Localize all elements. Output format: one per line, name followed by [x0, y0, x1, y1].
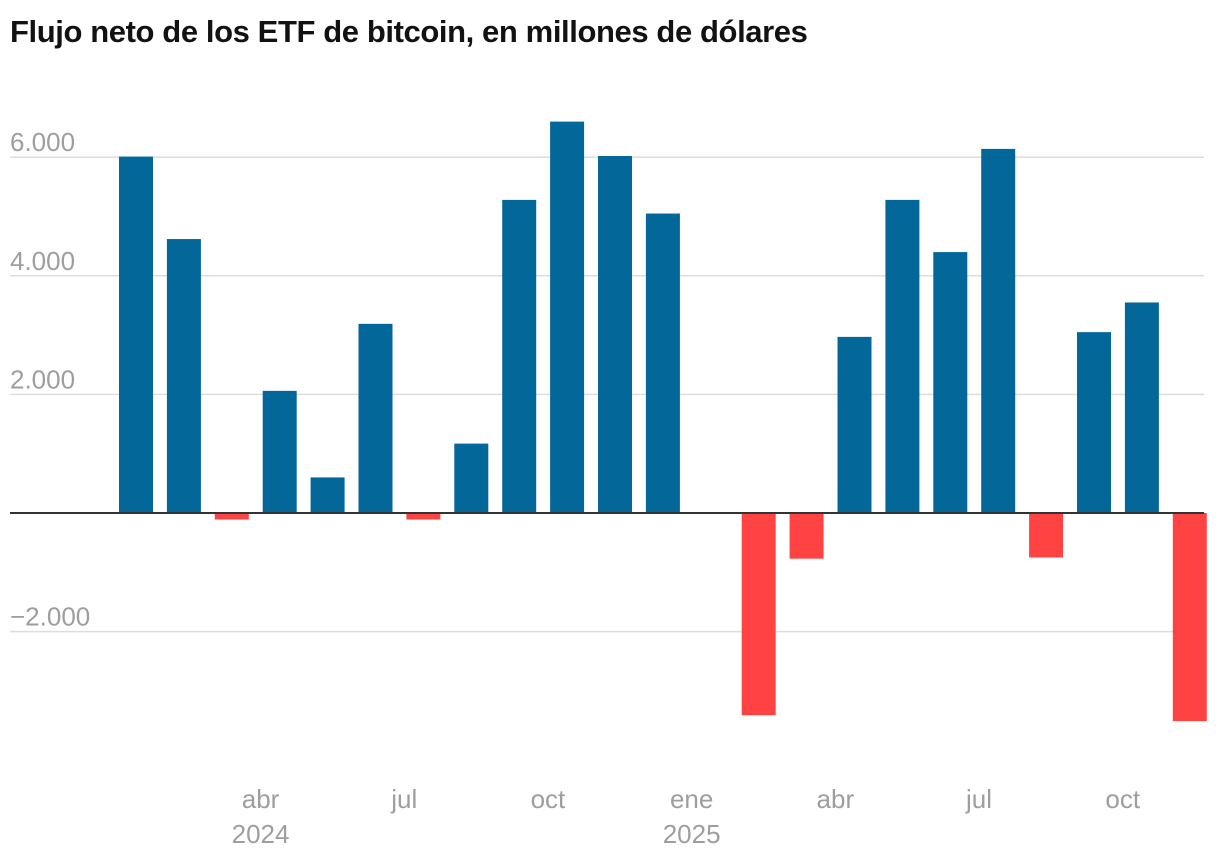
bar-feb-2024 — [166, 239, 201, 513]
bars — [10, 121, 1207, 722]
bar-mar-2024 — [214, 513, 249, 520]
bar-feb-2025 — [741, 513, 776, 716]
bar-jul-2024 — [406, 513, 441, 520]
bar-nov-2024 — [598, 156, 632, 513]
bar-nov-2025 — [1172, 513, 1207, 722]
x-tick-label: oct — [1105, 784, 1140, 814]
bar-may-2024 — [310, 477, 345, 513]
x-tick-year-label: 2024 — [232, 819, 290, 849]
x-tick-label: jul — [965, 784, 992, 814]
x-tick-label: abr — [817, 784, 855, 814]
bar-ene-2024 — [119, 156, 153, 513]
bar-dic-2024 — [645, 213, 680, 513]
bar-jul-2025 — [981, 148, 1016, 513]
y-tick-label: 2.000 — [10, 364, 75, 394]
y-tick-label: 4.000 — [10, 246, 75, 276]
x-axis-ticks: abr 2024 jul oct ene 2025 abr jul oct — [232, 784, 1141, 849]
bar-sep-2024 — [502, 199, 537, 513]
y-tick-label: −2.000 — [10, 602, 90, 632]
bar-ago-2024 — [454, 443, 489, 513]
bar-oct-2024 — [550, 121, 585, 514]
bar-abr-2024 — [262, 390, 297, 513]
y-tick-label: 6.000 — [10, 127, 75, 157]
bar-mar-2025 — [789, 513, 824, 559]
bar-abr-2025 — [837, 336, 872, 513]
bar-ago-2025 — [1029, 513, 1064, 558]
bar-may-2025 — [885, 199, 920, 513]
bar-oct-2025 — [1124, 302, 1159, 513]
x-tick-label: oct — [531, 784, 566, 814]
chart-title: Flujo neto de los ETF de bitcoin, en mil… — [10, 14, 808, 49]
bar-jun-2025 — [933, 252, 968, 513]
x-tick-label: ene — [670, 784, 713, 814]
x-tick-year-label: 2025 — [663, 819, 721, 849]
bar-sep-2025 — [1077, 332, 1111, 513]
x-tick-label: abr — [242, 784, 280, 814]
y-axis-ticks: 6.000 4.000 2.000 −2.000 — [10, 127, 90, 631]
bar-jun-2024 — [358, 323, 393, 513]
x-tick-label: jul — [390, 784, 417, 814]
